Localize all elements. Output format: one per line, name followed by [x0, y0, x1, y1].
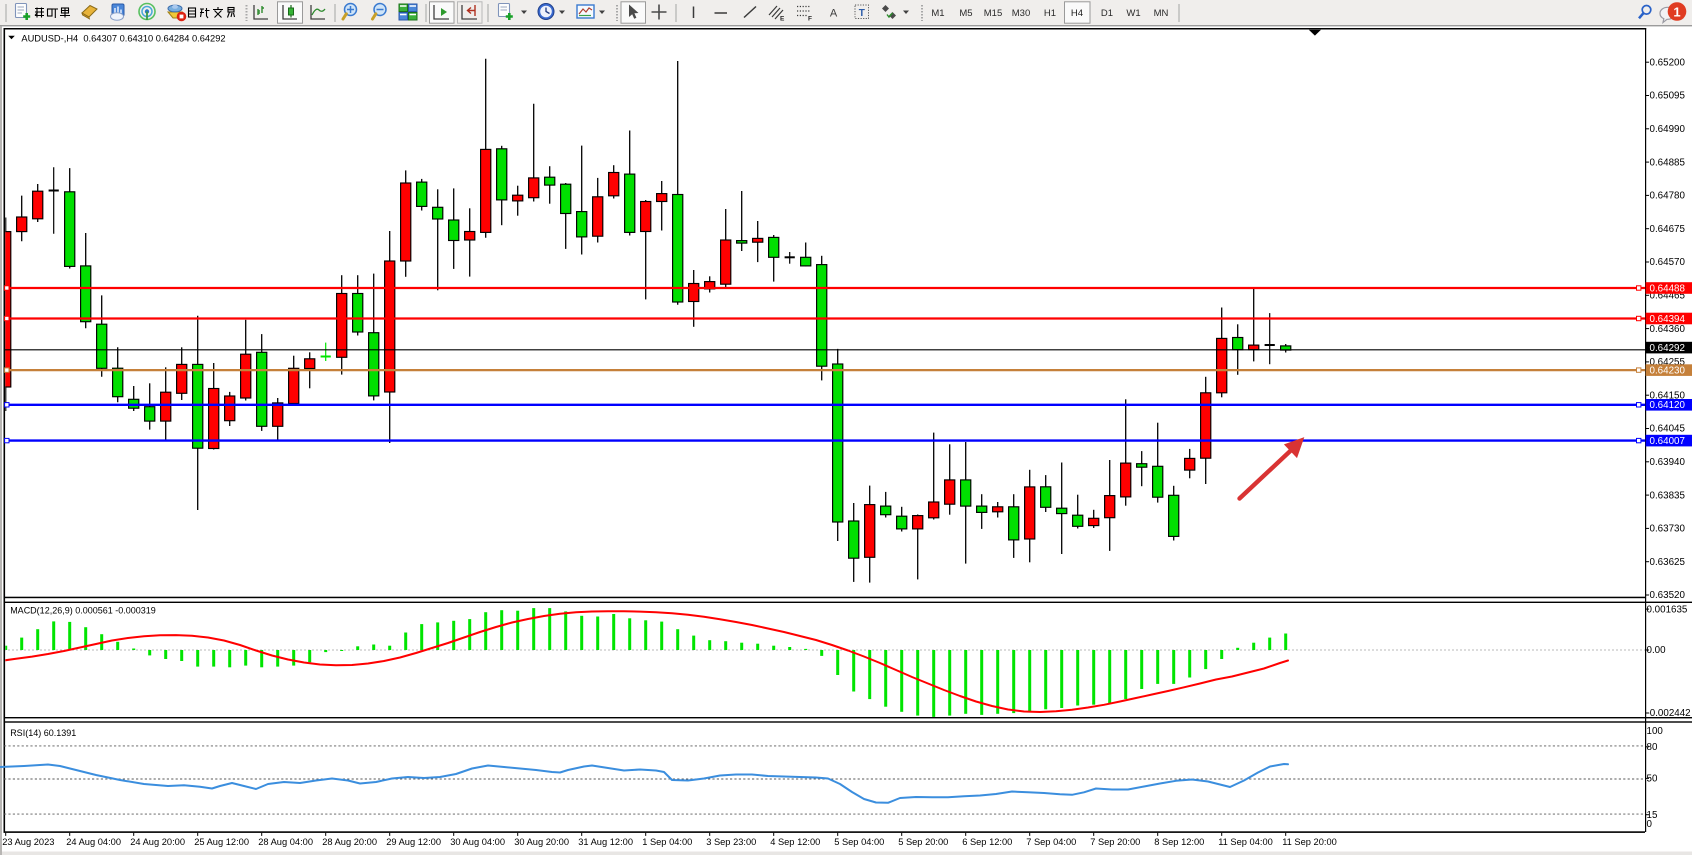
svg-text:H4: H4: [1071, 8, 1083, 19]
svg-text:31 Aug 12:00: 31 Aug 12:00: [578, 837, 633, 847]
svg-text:0.64045: 0.64045: [1650, 424, 1686, 435]
svg-text:1: 1: [1673, 4, 1680, 19]
svg-text:H1: H1: [1044, 8, 1056, 19]
svg-text:0.64360: 0.64360: [1650, 324, 1686, 335]
svg-text:0.64120: 0.64120: [1650, 400, 1686, 411]
svg-text:100: 100: [1647, 726, 1664, 737]
svg-text:29 Aug 12:00: 29 Aug 12:00: [386, 837, 441, 847]
svg-text:7 Sep 04:00: 7 Sep 04:00: [1026, 837, 1076, 847]
svg-text:0.64230: 0.64230: [1650, 366, 1686, 377]
svg-text:MACD(12,26,9) 0.000561 -0.0003: MACD(12,26,9) 0.000561 -0.000319: [10, 606, 156, 616]
svg-text:50: 50: [1647, 774, 1658, 785]
svg-text:0.65200: 0.65200: [1650, 57, 1686, 68]
svg-text:T: T: [859, 8, 865, 19]
svg-text:0.63625: 0.63625: [1650, 557, 1686, 568]
svg-text:0.64292: 0.64292: [1650, 343, 1685, 354]
svg-text:11 Sep 20:00: 11 Sep 20:00: [1282, 837, 1337, 847]
svg-text:0.64150: 0.64150: [1650, 390, 1686, 401]
svg-text:0.64007: 0.64007: [1650, 436, 1685, 447]
svg-text:AUDUSD-,H4 0.64307 0.64310 0.: AUDUSD-,H4 0.64307 0.64310 0.64284 0.642…: [21, 34, 225, 44]
svg-text:E: E: [780, 16, 785, 23]
svg-text:23 Aug 2023: 23 Aug 2023: [2, 837, 54, 847]
svg-text:28 Aug 04:00: 28 Aug 04:00: [258, 837, 313, 847]
svg-text:D1: D1: [1101, 8, 1113, 19]
svg-text:5 Sep 04:00: 5 Sep 04:00: [834, 837, 884, 847]
svg-text:0.64394: 0.64394: [1650, 314, 1686, 325]
svg-text:0.63730: 0.63730: [1650, 524, 1686, 535]
svg-text:M5: M5: [959, 8, 972, 19]
svg-text:0.00: 0.00: [1647, 645, 1667, 656]
svg-text:5 Sep 20:00: 5 Sep 20:00: [898, 837, 948, 847]
svg-text:M1: M1: [931, 8, 944, 19]
svg-text:0.64675: 0.64675: [1650, 224, 1686, 235]
svg-text:0.64465: 0.64465: [1650, 291, 1686, 302]
svg-text:24 Aug 20:00: 24 Aug 20:00: [130, 837, 185, 847]
svg-text:-0.002442: -0.002442: [1647, 708, 1691, 719]
svg-text:28 Aug 20:00: 28 Aug 20:00: [322, 837, 377, 847]
svg-text:A: A: [830, 8, 838, 20]
svg-text:0.64255: 0.64255: [1650, 357, 1686, 368]
svg-text:15: 15: [1647, 810, 1658, 821]
svg-text:0.64990: 0.64990: [1650, 124, 1686, 135]
svg-text:80: 80: [1647, 742, 1658, 753]
svg-text:7 Sep 20:00: 7 Sep 20:00: [1090, 837, 1140, 847]
svg-text:1 Sep 04:00: 1 Sep 04:00: [642, 837, 692, 847]
svg-text:0.64885: 0.64885: [1650, 157, 1686, 168]
svg-text:0.65095: 0.65095: [1650, 91, 1686, 102]
svg-text:0.64570: 0.64570: [1650, 257, 1686, 268]
svg-text:0.63835: 0.63835: [1650, 490, 1686, 501]
svg-text:0.63940: 0.63940: [1650, 457, 1686, 468]
svg-text:0.001635: 0.001635: [1647, 604, 1688, 615]
svg-text:0.63520: 0.63520: [1650, 590, 1686, 601]
svg-text:F: F: [808, 16, 812, 23]
svg-text:0.64488: 0.64488: [1650, 283, 1686, 294]
svg-text:30 Aug 20:00: 30 Aug 20:00: [514, 837, 569, 847]
svg-text:MN: MN: [1154, 8, 1169, 19]
svg-text:0: 0: [1647, 819, 1653, 830]
svg-text:3 Sep 23:00: 3 Sep 23:00: [706, 837, 756, 847]
svg-text:25 Aug 12:00: 25 Aug 12:00: [194, 837, 249, 847]
svg-text:M15: M15: [984, 8, 1002, 19]
svg-text:11 Sep 04:00: 11 Sep 04:00: [1218, 837, 1273, 847]
svg-text:30 Aug 04:00: 30 Aug 04:00: [450, 837, 505, 847]
svg-text:8 Sep 12:00: 8 Sep 12:00: [1154, 837, 1204, 847]
svg-text:4 Sep 12:00: 4 Sep 12:00: [770, 837, 820, 847]
svg-text:6 Sep 12:00: 6 Sep 12:00: [962, 837, 1012, 847]
svg-text:W1: W1: [1126, 8, 1140, 19]
svg-text:24 Aug 04:00: 24 Aug 04:00: [66, 837, 121, 847]
svg-text:0.64780: 0.64780: [1650, 191, 1686, 202]
svg-text:RSI(14) 60.1391: RSI(14) 60.1391: [10, 728, 76, 738]
svg-text:M30: M30: [1012, 8, 1030, 19]
